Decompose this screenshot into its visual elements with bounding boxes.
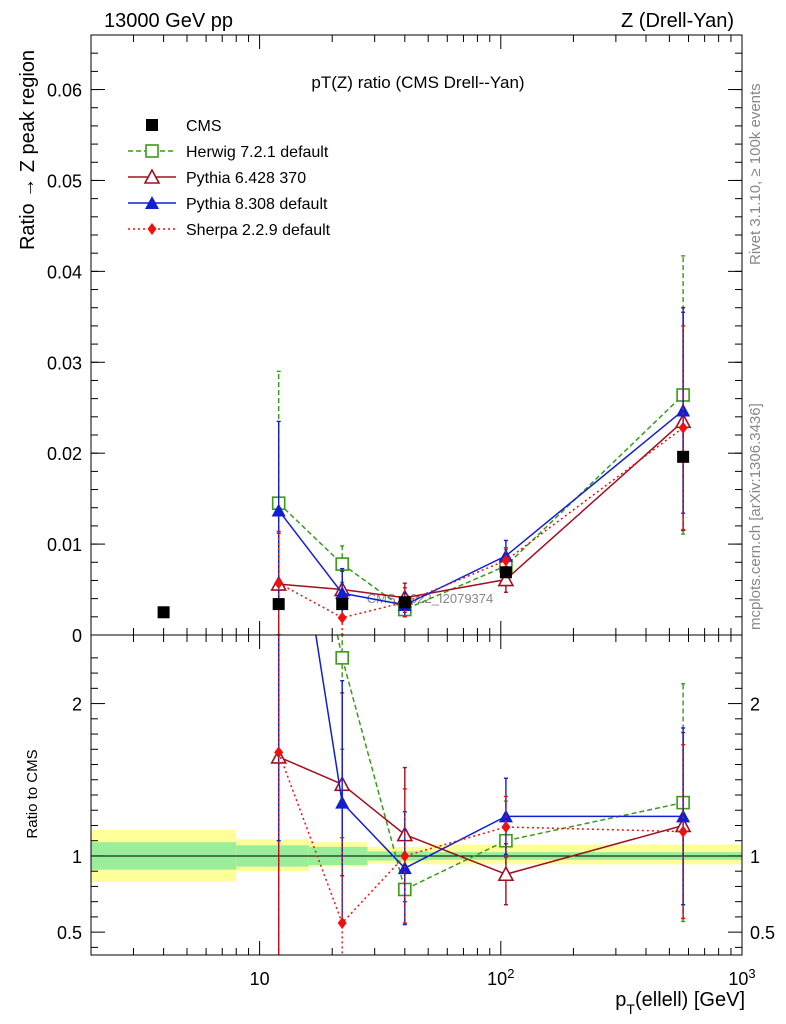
legend-label: Pythia 8.308 default (186, 196, 328, 213)
main-y-tick-label: 0.05 (47, 171, 82, 191)
main-cms-marker (336, 598, 349, 611)
main-y-tick-label: 0.06 (47, 81, 82, 101)
ratio-herwig-marker (335, 651, 349, 665)
legend-marker (147, 223, 157, 235)
x-tick-label: 103 (728, 966, 755, 990)
main-pythia-line (278, 420, 684, 599)
x-tick-label: 10 (250, 969, 270, 989)
legend-marker (146, 119, 158, 131)
x-axis-label: pT(ellell) [GeV] (615, 989, 745, 1017)
main-y-tick-label: 0 (72, 626, 82, 646)
legend-marker (143, 168, 161, 184)
ratio-y-tick-label-left: 0.5 (57, 923, 82, 943)
x-tick-label-base: 10 (487, 969, 507, 989)
ratio-sherpa-marker (337, 917, 347, 929)
ratio-y-tick-label-right: 1 (750, 847, 760, 867)
ratio-sherpa-marker (400, 849, 410, 862)
x-axis-label-sub: T (626, 1001, 635, 1017)
ratio-pythia-marker (335, 795, 350, 809)
main-cms-marker (499, 566, 512, 579)
x-axis-label-p: p (615, 989, 626, 1011)
ratio-y-tick-label-right: 2 (750, 695, 760, 715)
main-y-axis-label: Ratio → Z peak region (17, 50, 39, 250)
legend-label: Herwig 7.2.1 default (186, 144, 329, 161)
x-tick-label: 102 (487, 966, 514, 990)
ratio-y-tick-label-left: 2 (72, 695, 82, 715)
header-left: 13000 GeV pp (104, 10, 233, 32)
main-sherpa-marker (337, 611, 347, 624)
main-sherpa-marker (274, 577, 284, 590)
main-sherpa-marker (501, 554, 511, 567)
main-cms-marker (677, 450, 690, 463)
x-tick-label-exp: 2 (507, 966, 514, 981)
ratio-herwig-marker (273, 347, 285, 359)
main-herwig-line (278, 394, 684, 611)
main-cms-marker (398, 596, 411, 609)
main-pythia-marker (497, 570, 515, 587)
ratio-sherpa-marker (501, 821, 511, 833)
mcplots-label: mcplots.cern.ch [arXiv:1306.3436] (747, 403, 764, 630)
ratio-pythia-marker (497, 865, 515, 882)
main-y-tick-label: 0.04 (47, 262, 82, 282)
ratio-y-tick-label-left: 1 (72, 847, 82, 867)
main-y-tick-label: 0.03 (47, 353, 82, 373)
main-panel-series: CMS_2022_I2079374 (157, 255, 692, 635)
legend-marker (145, 196, 159, 209)
rivet-label: Rivet 3.1.10, ≥ 100k events (747, 83, 764, 265)
ratio-herwig-line (336, 635, 684, 891)
main-y-tick-label: 0.02 (47, 444, 82, 464)
ratio-uncertainty-bands (91, 830, 742, 882)
x-tick-label-exp: 3 (748, 966, 755, 981)
ratio-sherpa-marker (678, 825, 688, 838)
x-axis-label-rest: (ellell) [GeV] (635, 989, 745, 1011)
ratio-pythia-marker (676, 809, 691, 823)
ratio-panel-frame (90, 634, 743, 956)
ratio-y-axis-label: Ratio to CMS (24, 749, 41, 838)
legend-label: Sherpa 2.2.9 default (186, 222, 331, 239)
main-y-tick-label: 0.01 (47, 535, 82, 555)
ratio-y-tick-label-right: 0.5 (750, 923, 775, 943)
main-pythia-line (278, 409, 684, 606)
main-sherpa-marker (678, 421, 688, 434)
ratio-panel-series (270, 347, 692, 955)
chart-title: pT(Z) ratio (CMS Drell--Yan) (311, 73, 524, 92)
main-cms-marker (157, 606, 170, 619)
ratio-sherpa-line (277, 752, 684, 925)
main-pythia-marker (271, 503, 286, 517)
legend-marker (145, 144, 159, 158)
ratio-pythia-line (315, 635, 684, 870)
main-cms-marker (272, 598, 285, 611)
main-pythia-marker (335, 586, 350, 600)
ratio-sherpa-marker (274, 746, 284, 759)
x-tick-label-base: 10 (728, 969, 748, 989)
header-right: Z (Drell-Yan) (621, 10, 734, 32)
legend-label: CMS (186, 118, 222, 135)
main-pythia-marker (676, 403, 691, 417)
legend-label: Pythia 6.428 370 (186, 170, 306, 187)
legend: CMS Herwig 7.2.1 default Pythia 6.428 370 P… (128, 118, 331, 239)
